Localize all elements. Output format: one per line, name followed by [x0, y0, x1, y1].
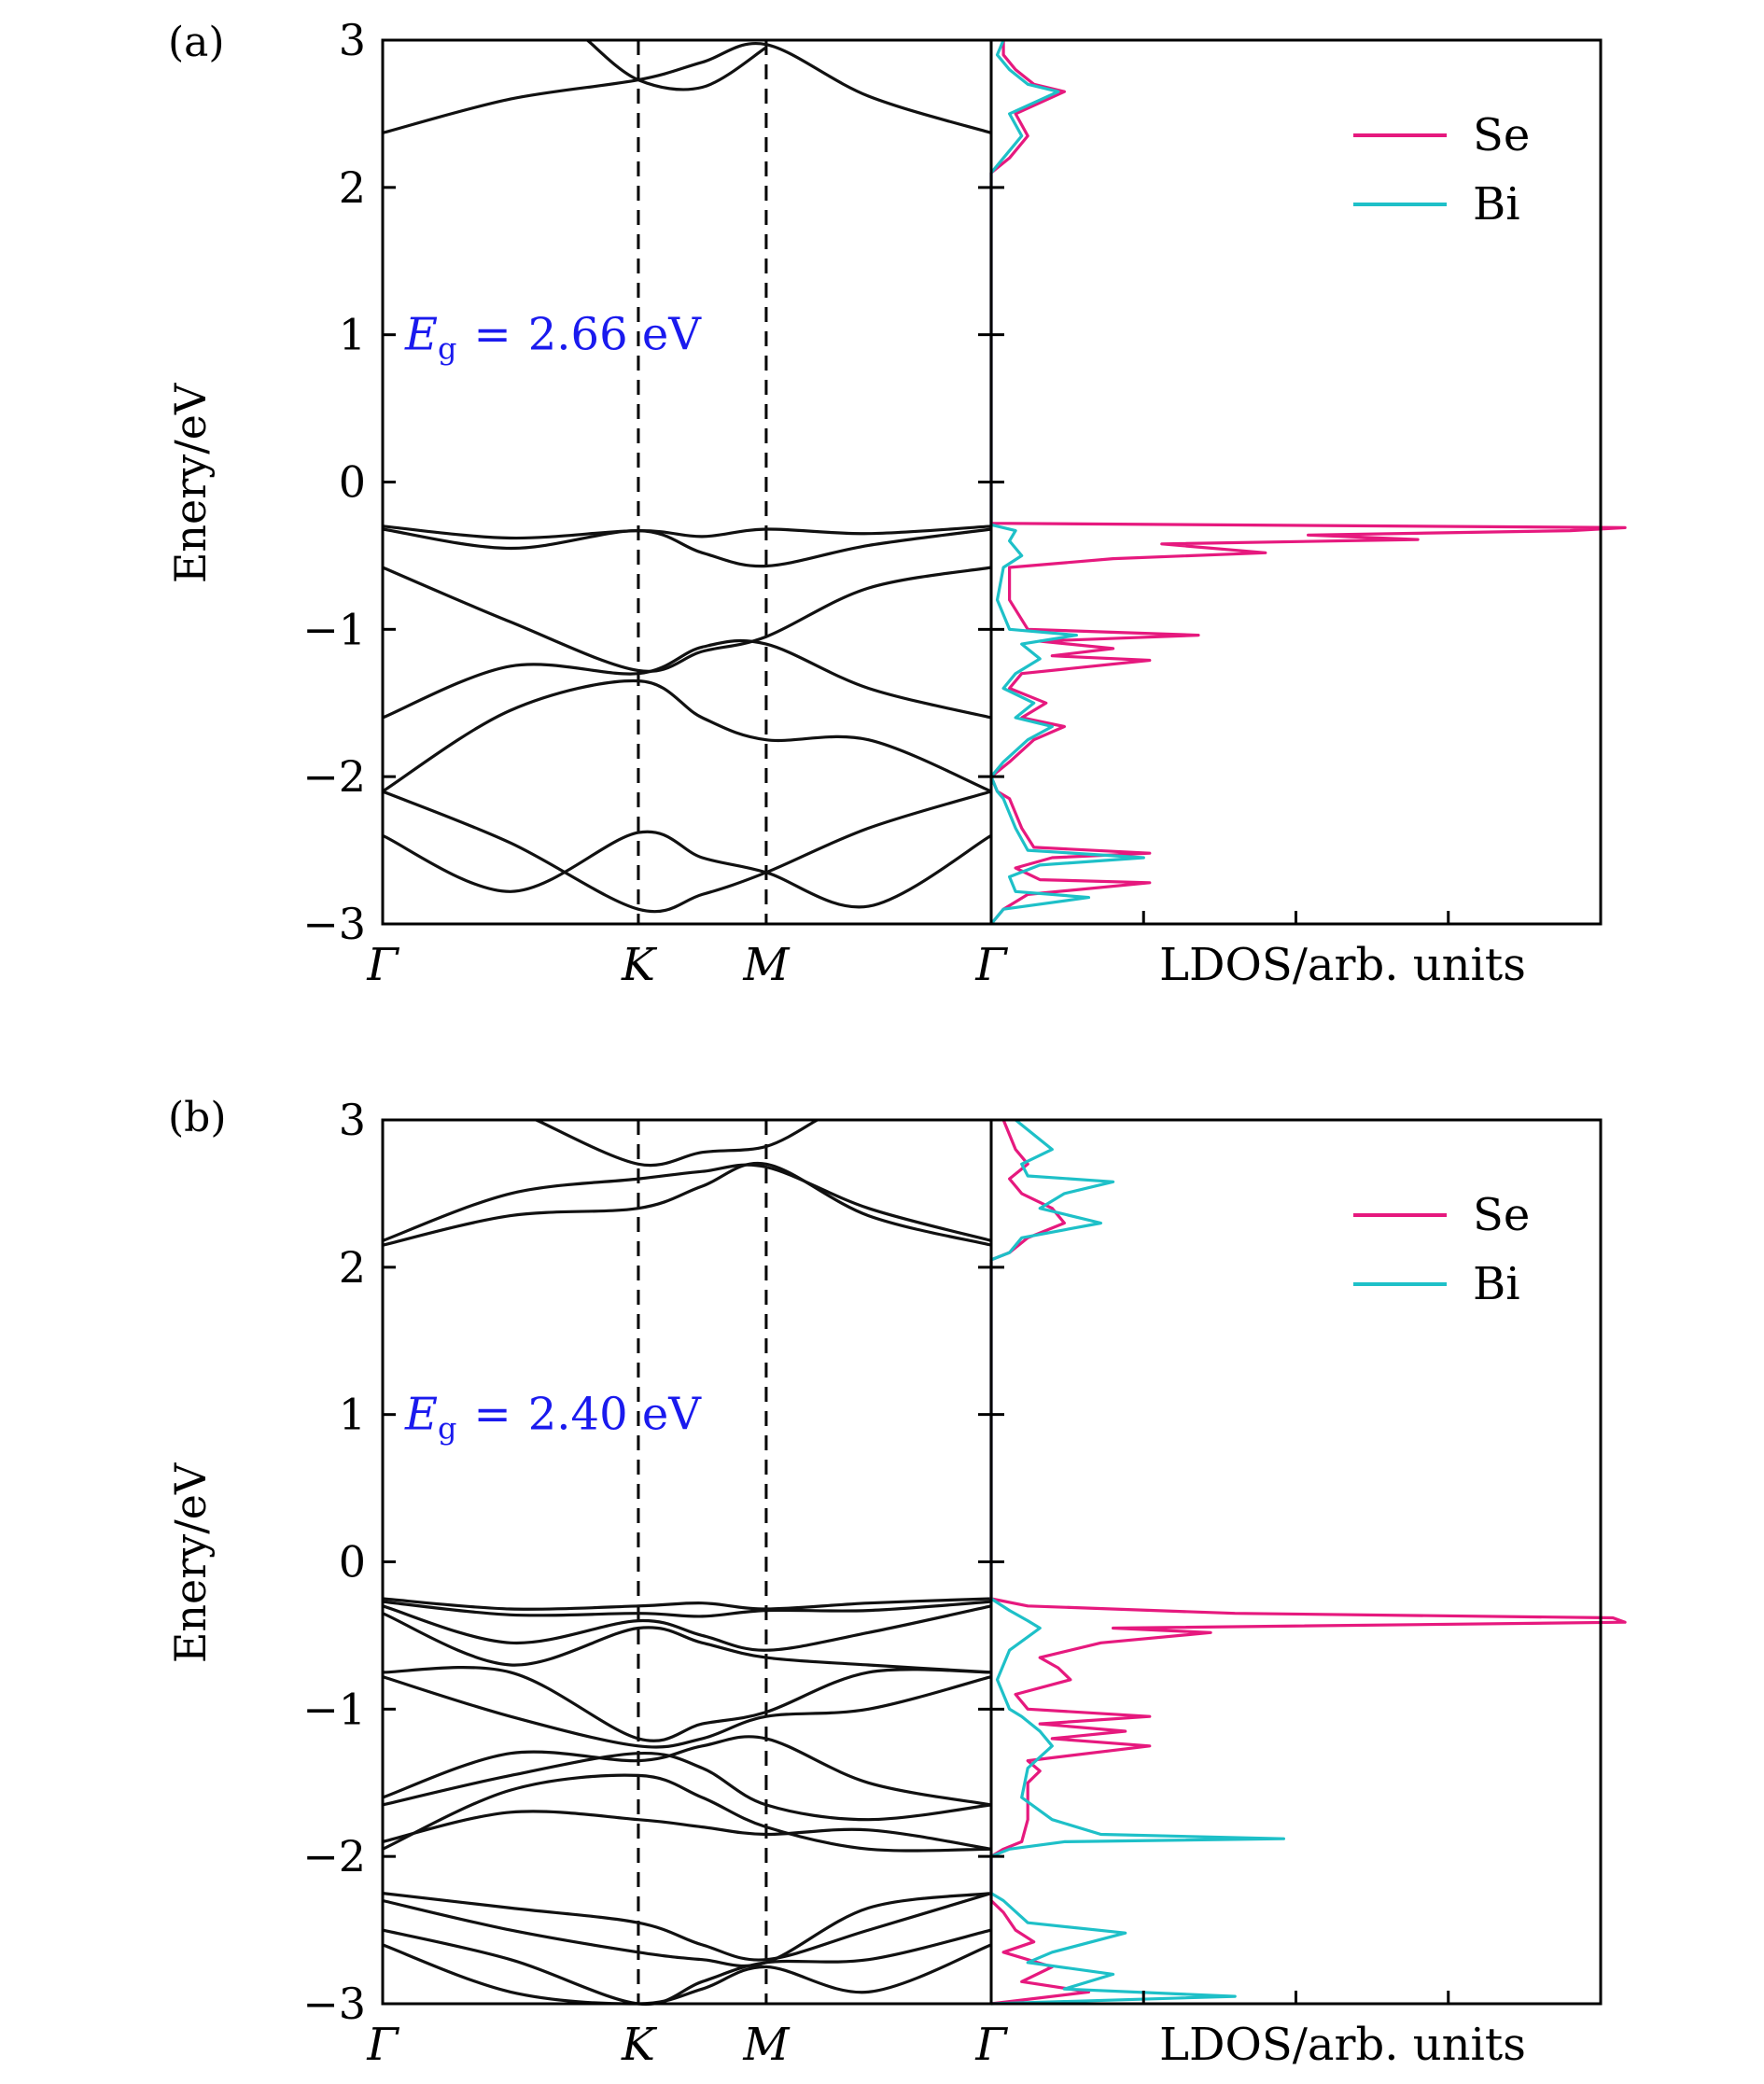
band-line [382, 790, 992, 914]
band-line [382, 1604, 992, 1652]
bandgap-equals: = [474, 1389, 511, 1441]
band-lines [382, 1118, 992, 2007]
band-line [382, 524, 992, 540]
y-tick-label: −3 [302, 899, 366, 949]
k-point-label: K [621, 939, 658, 991]
ldos-curve-bi [989, 1118, 1285, 2006]
y-tick-label: 2 [339, 162, 366, 213]
band-line [382, 41, 992, 134]
ldos-axis-label: LDOS/arb. units [1159, 939, 1526, 991]
y-tick-label: 3 [339, 1095, 366, 1145]
band-line [382, 678, 992, 793]
band-line [382, 1161, 992, 1247]
y-tick-labels: 3 2 1 0 −1 −2 −3 [302, 1095, 366, 2029]
high-symmetry-lines [637, 1120, 768, 2004]
panel-b: (b) Enery/eV 3 2 1 0 −1 −2 −3 Γ K M Γ Se Bi Eg = 2.… [165, 1094, 1627, 2071]
y-tick-label: 1 [339, 1390, 366, 1440]
band-line [382, 1751, 992, 1822]
y-axis-label: Enery/eV [165, 383, 216, 583]
band-line [382, 1943, 992, 2006]
band-line [382, 1928, 992, 2007]
k-point-label: Γ [974, 939, 1008, 991]
legend-label-se: Se [1473, 109, 1530, 161]
k-point-label: Γ [974, 2019, 1008, 2071]
y-tick-label: 1 [339, 310, 366, 360]
band-line [382, 638, 992, 720]
band-lines [382, 38, 992, 914]
bandgap-annotation: Eg = 2.40 eV [404, 1389, 702, 1447]
ldos-curve-se [989, 40, 1627, 926]
bandgap-value: 2.40 eV [528, 1389, 703, 1441]
legend-label-bi: Bi [1473, 1258, 1520, 1310]
band-line [382, 1810, 992, 1851]
y-tick-label: −1 [302, 604, 366, 654]
band-line [382, 527, 992, 568]
y-tick-label: −3 [302, 1979, 366, 2029]
band-line [382, 1666, 992, 1742]
legend: Se Bi [1353, 109, 1530, 231]
bandgap-equals: = [474, 309, 511, 361]
band-line [382, 566, 992, 673]
y-axis-label: Enery/eV [165, 1462, 216, 1663]
bandgap-subscript: g [438, 1411, 456, 1447]
band-line [382, 1600, 992, 1618]
y-tick-label: 0 [339, 457, 366, 508]
panel-a: (a) Enery/eV 3 2 1 0 −1 −2 −3 Γ K M Γ Se Bi Eg = 2.… [165, 15, 1627, 991]
ldos-axis-label: LDOS/arb. units [1159, 2019, 1526, 2071]
y-tick-label: −2 [302, 1831, 366, 1881]
panel-label: (b) [168, 1094, 227, 1141]
y-tick-label: 2 [339, 1242, 366, 1293]
bandgap-symbol: E [404, 1389, 438, 1441]
band-line [382, 1612, 992, 1674]
k-point-label: Γ [366, 939, 399, 991]
y-tick-label: −2 [302, 751, 366, 802]
legend-label-se: Se [1473, 1189, 1530, 1241]
band-line [382, 1597, 992, 1611]
ldos-curves [989, 1118, 1627, 2006]
band-line [382, 1735, 992, 1807]
panel-label: (a) [168, 19, 225, 66]
k-point-label: M [742, 939, 791, 991]
band-line [382, 1892, 992, 1962]
y-tick-label: −1 [302, 1684, 366, 1734]
y-tick-labels: 3 2 1 0 −1 −2 −3 [302, 15, 366, 949]
bandgap-value: 2.66 eV [528, 309, 703, 361]
band-line [382, 1163, 992, 1242]
ldos-curve-bi [989, 39, 1145, 926]
ldos-curves [989, 39, 1627, 926]
y-tick-label: 3 [339, 15, 366, 65]
band-line [535, 1118, 819, 1168]
legend: Se Bi [1353, 1189, 1530, 1310]
y-tick-label: 0 [339, 1537, 366, 1587]
bandgap-annotation: Eg = 2.66 eV [404, 309, 702, 367]
band-line [586, 38, 767, 91]
k-point-label: K [621, 2019, 658, 2071]
band-line [382, 1675, 992, 1749]
high-symmetry-lines [637, 40, 768, 924]
band-line [382, 1773, 992, 1853]
legend-label-bi: Bi [1473, 178, 1520, 231]
ldos-curve-se [989, 1119, 1627, 2006]
bandgap-subscript: g [438, 331, 456, 367]
band-line [382, 1892, 992, 1968]
bandgap-symbol: E [404, 309, 438, 361]
k-point-label: Γ [366, 2019, 399, 2071]
band-line [382, 830, 992, 909]
k-point-label: M [742, 2019, 791, 2071]
